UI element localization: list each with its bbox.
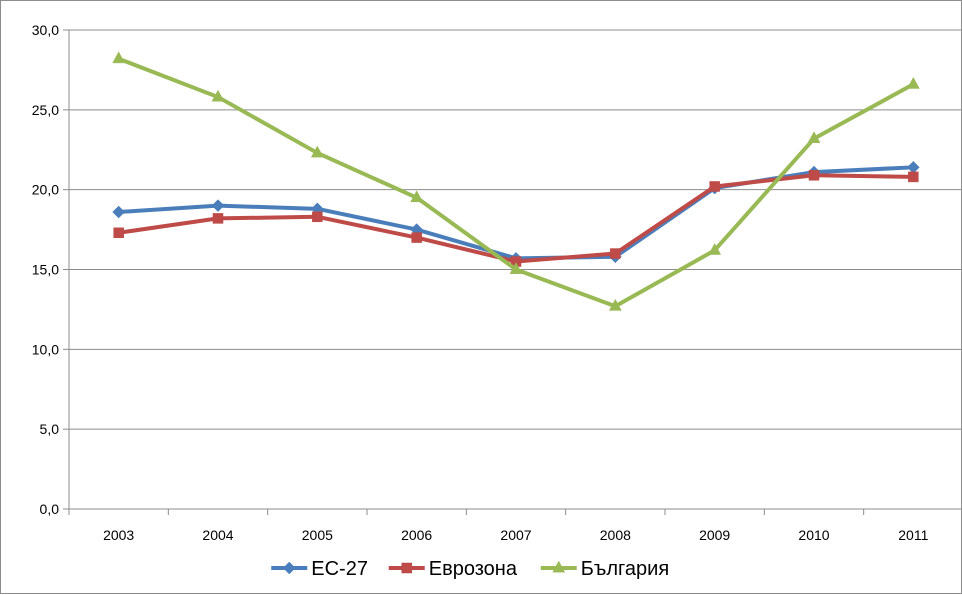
data-point bbox=[906, 76, 920, 89]
data-point bbox=[312, 211, 323, 223]
x-tick-label: 2003 bbox=[103, 527, 134, 543]
y-tick-label: 0,0 bbox=[40, 501, 60, 517]
legend-label: Еврозона bbox=[429, 558, 518, 580]
series-2 bbox=[113, 170, 919, 267]
x-tick-label: 2010 bbox=[798, 527, 829, 543]
data-point bbox=[906, 160, 920, 174]
data-point bbox=[310, 145, 324, 158]
legend-item-1: ЕС-27 bbox=[271, 558, 368, 580]
x-tick-label: 2008 bbox=[600, 527, 631, 543]
y-tick-label: 5,0 bbox=[40, 421, 60, 437]
y-tick-label: 10,0 bbox=[32, 341, 59, 357]
y-tick-label: 25,0 bbox=[32, 102, 59, 118]
data-point bbox=[708, 242, 722, 255]
y-tick-label: 15,0 bbox=[32, 262, 59, 278]
data-point bbox=[211, 89, 225, 102]
x-tick-label: 2011 bbox=[898, 527, 928, 543]
axes bbox=[63, 29, 962, 515]
y-tick-label: 30,0 bbox=[32, 22, 59, 38]
x-tick-label: 2006 bbox=[401, 527, 432, 543]
series-line bbox=[116, 165, 916, 261]
legend-label: ЕС-27 bbox=[311, 558, 368, 580]
data-point bbox=[608, 298, 622, 311]
legend-item-2: Еврозона bbox=[388, 558, 518, 580]
data-point bbox=[411, 232, 422, 243]
legend-label: България bbox=[581, 558, 669, 580]
series-line bbox=[116, 173, 916, 264]
legend: ЕС-27 Еврозона България bbox=[271, 558, 669, 580]
y-tick-label: 20,0 bbox=[32, 182, 59, 198]
x-tick-labels: 2003 2004 2005 2006 2007 2008 2009 2010 2011 bbox=[103, 527, 929, 543]
data-point bbox=[112, 51, 126, 64]
data-point bbox=[211, 199, 225, 212]
data-point bbox=[908, 171, 919, 183]
series-lines bbox=[112, 51, 920, 311]
data-point bbox=[610, 248, 621, 259]
data-point bbox=[410, 190, 424, 203]
data-point bbox=[709, 181, 720, 192]
x-tick-label: 2009 bbox=[699, 527, 730, 543]
data-point bbox=[807, 131, 821, 144]
x-tick-label: 2004 bbox=[202, 527, 233, 543]
x-tick-label: 2005 bbox=[302, 527, 333, 543]
y-tick-labels: 0,0 5,0 10,0 15,0 20,0 25,0 30,0 bbox=[32, 22, 59, 517]
data-point bbox=[112, 205, 126, 219]
legend-marker bbox=[282, 561, 296, 575]
x-tick-label: 2007 bbox=[500, 527, 531, 543]
data-point bbox=[509, 262, 523, 274]
data-point bbox=[212, 213, 224, 224]
legend-marker bbox=[552, 560, 566, 573]
data-point bbox=[808, 170, 820, 181]
legend-item-3: България bbox=[540, 558, 669, 580]
series-3 bbox=[112, 51, 920, 311]
data-point bbox=[113, 227, 124, 239]
legend-marker bbox=[401, 562, 412, 574]
